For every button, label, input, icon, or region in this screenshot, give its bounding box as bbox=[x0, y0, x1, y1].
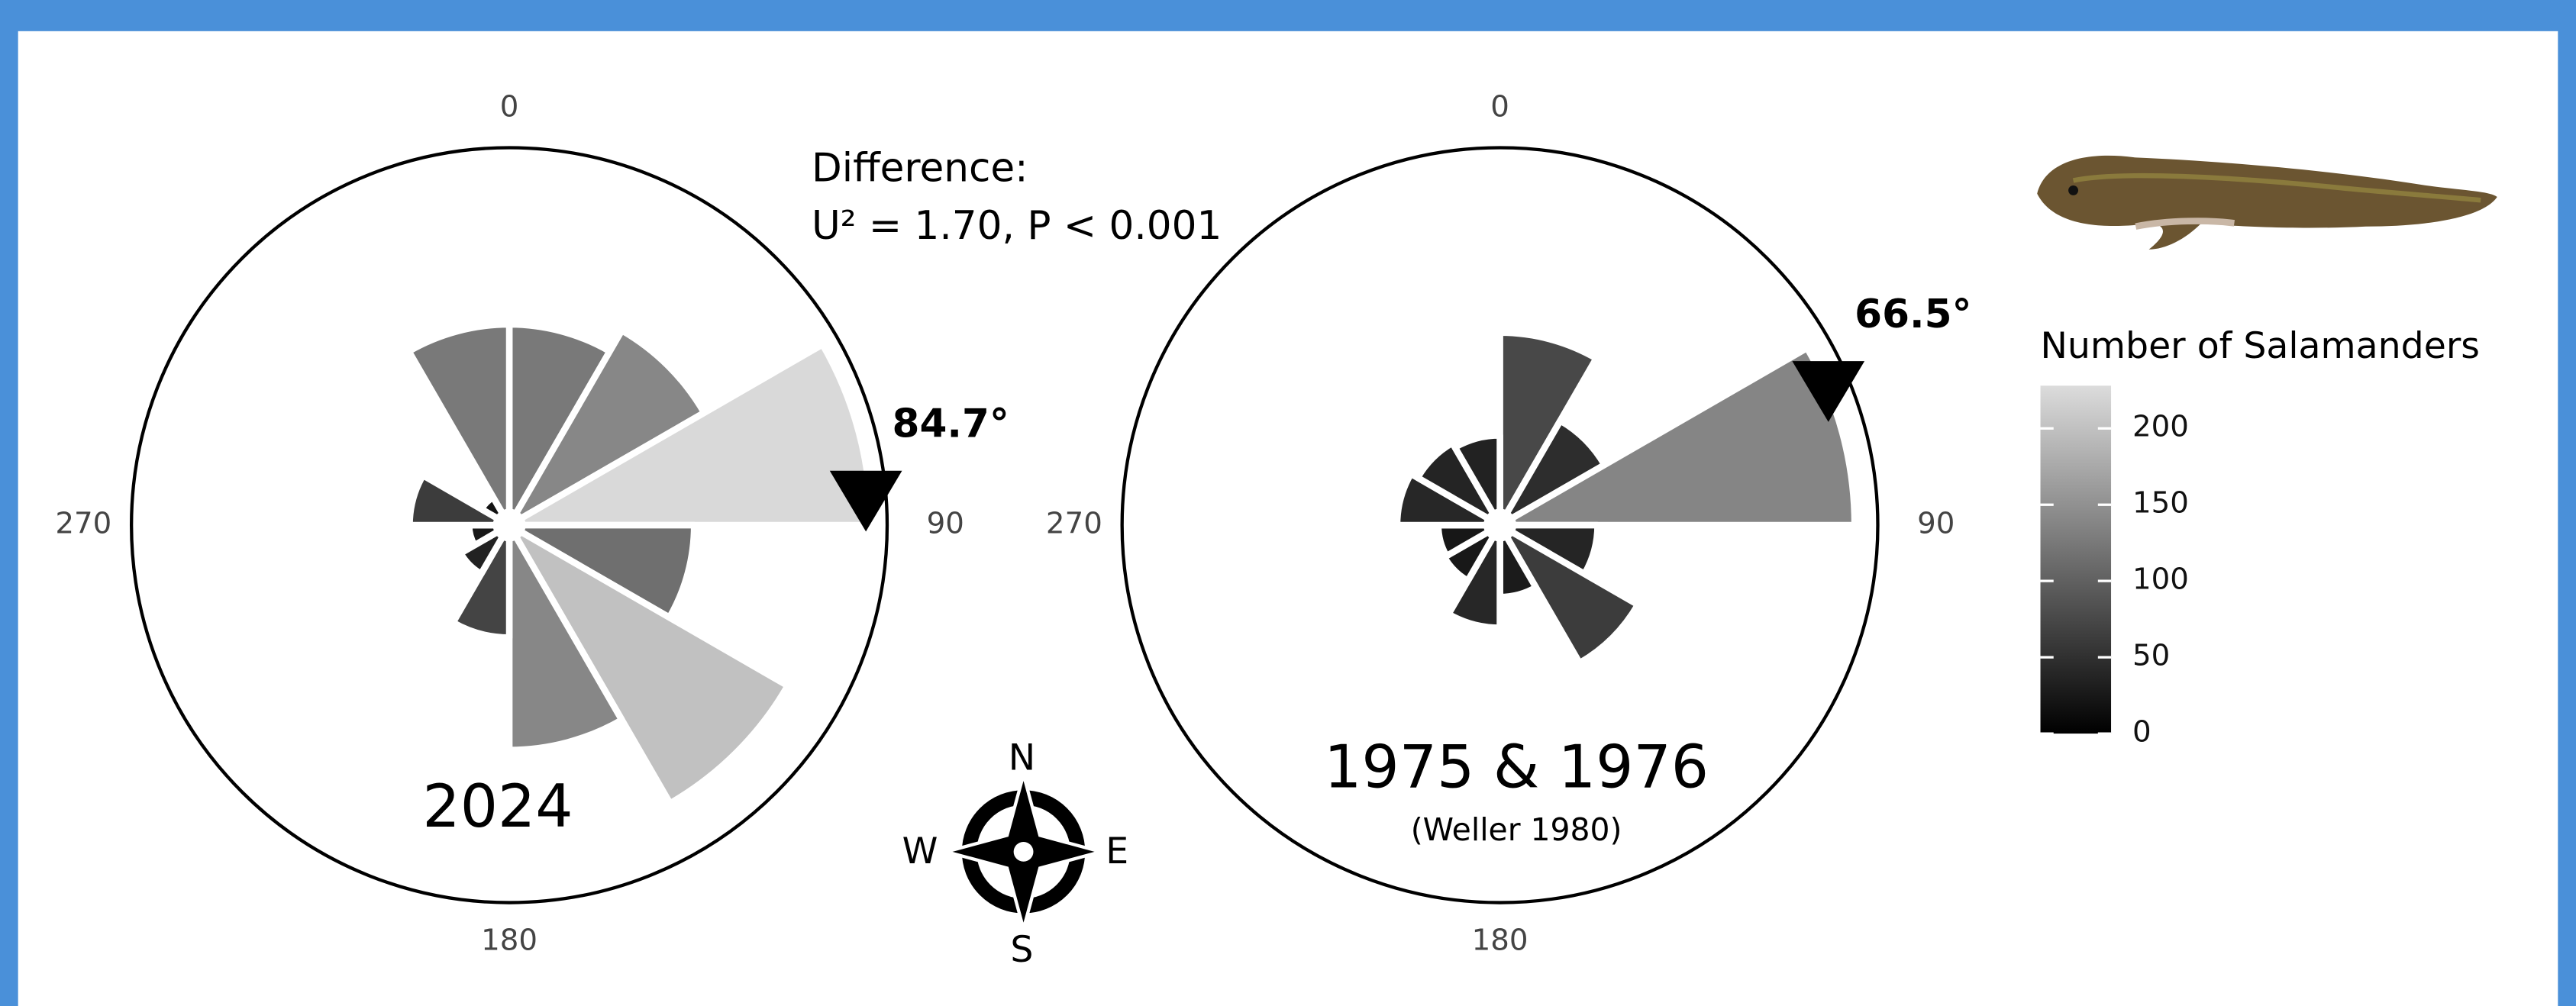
theta-tick-label: 180 bbox=[1472, 924, 1528, 958]
colorbar-tick-label: 100 bbox=[2132, 563, 2189, 597]
colorbar-tick-label: 200 bbox=[2132, 410, 2189, 444]
rose-wedge bbox=[505, 327, 708, 529]
rose-wedge bbox=[1496, 521, 1641, 666]
colorbar-tick-label: 150 bbox=[2132, 486, 2189, 521]
period-label: 2024 bbox=[422, 772, 573, 841]
compass-label: W bbox=[902, 830, 938, 872]
mean-direction-label: 66.5° bbox=[1855, 292, 1971, 337]
mean-direction bbox=[829, 470, 902, 532]
rose-wedge bbox=[1414, 439, 1503, 529]
colorbar-tick-label: 0 bbox=[2132, 715, 2152, 750]
theta-tick-label: 0 bbox=[1490, 89, 1509, 124]
annotation-line: U² = 1.70, P < 0.001 bbox=[812, 203, 1222, 249]
theta-tick-label: 0 bbox=[500, 89, 519, 124]
annotation-line: Difference: bbox=[812, 146, 1028, 192]
colorbar bbox=[2040, 385, 2112, 734]
salamander-photo bbox=[2037, 155, 2497, 250]
rose-wedge bbox=[505, 521, 625, 753]
polar-frame bbox=[129, 146, 889, 904]
theta-tick-label: 270 bbox=[1046, 507, 1102, 541]
mean-direction-label: 84.7° bbox=[893, 401, 1009, 447]
period-label: 1975 & 1976 bbox=[1324, 734, 1709, 802]
compass-rose bbox=[940, 768, 1107, 936]
compass-label: S bbox=[1010, 929, 1033, 971]
rose-wedge bbox=[505, 521, 792, 807]
theta-tick-label: 90 bbox=[927, 507, 964, 541]
theta-tick-label: 180 bbox=[481, 924, 537, 958]
rose-wedge bbox=[1451, 431, 1503, 529]
rose-wedge bbox=[457, 521, 513, 578]
period-source: (Weller 1980) bbox=[1411, 811, 1622, 848]
rose-wedge bbox=[505, 321, 613, 529]
mean-direction bbox=[1792, 361, 1865, 422]
compass-label: E bbox=[1106, 830, 1128, 872]
polar-frame bbox=[1120, 146, 1880, 904]
rose-wedge bbox=[405, 321, 513, 529]
center-hole bbox=[492, 508, 526, 542]
colorbar-title: Number of Salamanders bbox=[2041, 325, 2480, 367]
center-hole bbox=[1483, 508, 1517, 542]
theta-tick-label: 90 bbox=[1917, 507, 1955, 541]
colorbar-tick-label: 50 bbox=[2132, 639, 2170, 673]
compass-label: N bbox=[1009, 737, 1035, 779]
rose-wedge bbox=[1496, 344, 1858, 529]
theta-tick-label: 270 bbox=[55, 507, 111, 541]
